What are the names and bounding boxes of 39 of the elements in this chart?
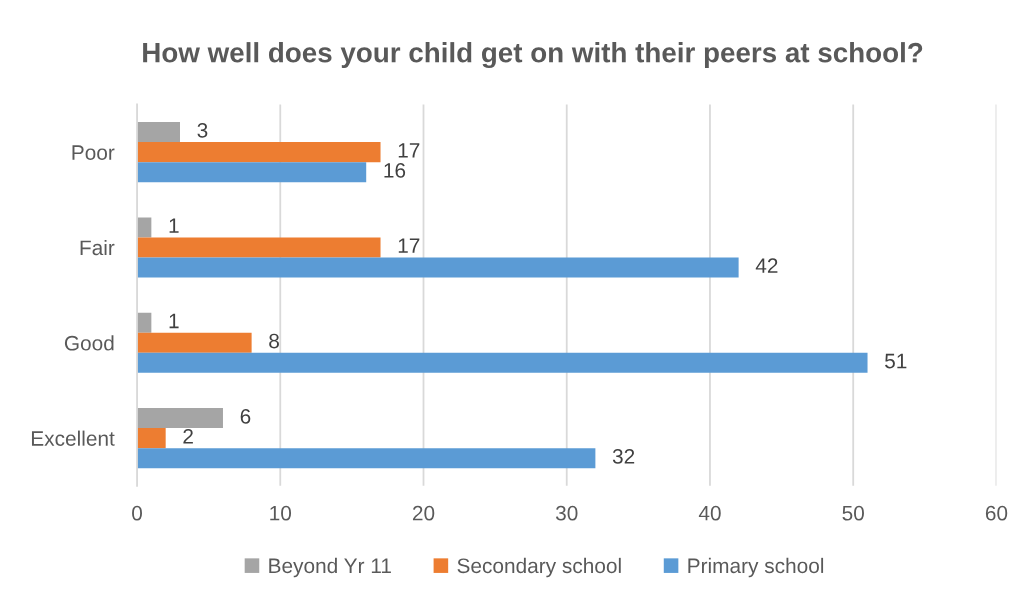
x-tick-label: 50: [842, 505, 864, 521]
x-tick-label: 60: [985, 505, 1008, 521]
bar: [137, 352, 868, 373]
data-label: 1: [169, 218, 179, 233]
bar: [137, 237, 381, 258]
bar: [137, 408, 223, 429]
x-tick-label: 20: [412, 505, 435, 521]
chart-title: How well does your child get on with their peers at school?: [143, 42, 923, 69]
y-tick-label: Good: [64, 335, 114, 351]
data-label: 17: [398, 143, 420, 158]
data-label: 1: [169, 313, 179, 329]
y-tick-label: Poor: [72, 145, 115, 160]
bar: [137, 162, 367, 183]
data-label: 42: [755, 258, 778, 273]
bar: [137, 257, 739, 278]
bar: [137, 312, 152, 333]
bar: [137, 217, 152, 238]
x-tick-label: 40: [698, 505, 721, 521]
data-label: 51: [885, 353, 907, 369]
y-tick-label: Fair: [80, 239, 115, 256]
data-label: 32: [612, 448, 635, 464]
bar: [137, 428, 166, 449]
bar: [137, 448, 596, 469]
data-label: 17: [398, 238, 420, 253]
data-label: 16: [384, 162, 406, 178]
x-tick-label: 0: [132, 505, 143, 521]
y-tick-label: Excellent: [31, 430, 115, 446]
bar: [137, 142, 381, 163]
bar: [137, 332, 252, 353]
x-tick-label: 10: [270, 505, 292, 521]
x-tick-label: 30: [555, 505, 578, 521]
legend-label: Secondary school: [457, 557, 621, 578]
bar: [137, 122, 180, 143]
data-label: 6: [240, 408, 251, 424]
data-label: 2: [183, 428, 193, 444]
legend-label: Primary school: [688, 557, 824, 578]
data-label: 8: [269, 333, 279, 349]
legend-label: Beyond Yr 11: [269, 557, 391, 578]
data-label: 3: [197, 122, 208, 138]
